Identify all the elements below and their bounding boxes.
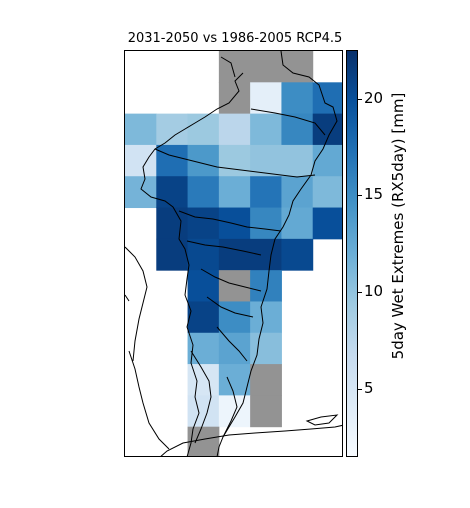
- no-data-cell: [250, 364, 282, 396]
- border-13: [125, 294, 130, 302]
- no-data-cell: [250, 51, 282, 83]
- grid-cell: [187, 176, 220, 209]
- border-10: [128, 350, 170, 450]
- grid-cell: [218, 176, 251, 209]
- coastline-east: [216, 51, 338, 456]
- colorbar-tick: [358, 292, 362, 294]
- island: [305, 414, 339, 426]
- border-4: [178, 210, 282, 232]
- map-panel: [124, 50, 343, 457]
- map-title: 2031-2050 vs 1986-2005 RCP4.5: [127, 31, 343, 46]
- grid-cell: [187, 364, 220, 396]
- grid-cell: [156, 176, 189, 209]
- colorbar-tick: [358, 389, 362, 391]
- grid-cell: [312, 82, 342, 115]
- grid-cell: [156, 144, 189, 177]
- grid-cell: [250, 207, 282, 240]
- grid-cell: [187, 270, 220, 302]
- border-2: [250, 108, 326, 136]
- grid-cell: [156, 113, 189, 146]
- grid-cell: [125, 144, 157, 177]
- grid-cell: [187, 207, 220, 240]
- grid-cell: [281, 176, 314, 209]
- border-9: [125, 246, 148, 362]
- border-5: [186, 240, 262, 256]
- colorbar-tick-label: 15: [364, 185, 384, 204]
- border-6: [200, 268, 262, 292]
- colorbar-tick-label: 5: [364, 379, 374, 398]
- grid-cell: [250, 176, 282, 209]
- grid-cell: [218, 144, 251, 177]
- grid-cell: [250, 113, 282, 146]
- grid-cell: [250, 270, 282, 302]
- grid-cell: [281, 144, 314, 177]
- coastline-north: [140, 72, 244, 456]
- border-1: [220, 56, 236, 78]
- grid-cell: [218, 301, 251, 334]
- grid-cell: [218, 364, 251, 396]
- border-12: [222, 376, 238, 438]
- colorbar-tick: [358, 195, 362, 197]
- grid-cell: [312, 207, 342, 240]
- no-data-cell: [218, 82, 251, 115]
- grid-cell: [250, 82, 282, 115]
- colorbar-tick: [358, 98, 362, 100]
- colorbar: [346, 50, 358, 457]
- grid-cell: [125, 176, 157, 209]
- no-data-cell: [218, 51, 251, 83]
- grid-cell: [125, 113, 157, 146]
- colorbar-label: 5day Wet Extremes (RX5day) [mm]: [389, 92, 407, 360]
- coast-south: [160, 424, 342, 456]
- grid-cell: [312, 176, 342, 209]
- grid-cell: [218, 238, 251, 271]
- colorbar-tick-label: 20: [364, 88, 384, 107]
- border-8: [216, 326, 248, 362]
- grid-cell: [281, 82, 314, 115]
- grid-cell: [187, 238, 220, 271]
- no-data-cell: [218, 270, 251, 302]
- grid-cell: [281, 113, 314, 146]
- grid-cell: [187, 113, 220, 146]
- grid-cell: [281, 207, 314, 240]
- border-11: [190, 350, 212, 444]
- grid-cell: [250, 301, 282, 334]
- grid-cell: [187, 301, 220, 334]
- grid-cell: [312, 144, 342, 177]
- grid-cell: [312, 113, 342, 146]
- grid-cell: [156, 238, 189, 271]
- colorbar-tick-label: 10: [364, 282, 384, 301]
- no-data-cell: [250, 395, 282, 428]
- border-7: [206, 296, 254, 318]
- grid-cell: [281, 238, 314, 271]
- grid-cell: [218, 113, 251, 146]
- map-canvas: [125, 51, 342, 456]
- no-data-cell: [281, 51, 314, 83]
- border-3: [154, 148, 316, 178]
- grid-cell: [250, 238, 282, 271]
